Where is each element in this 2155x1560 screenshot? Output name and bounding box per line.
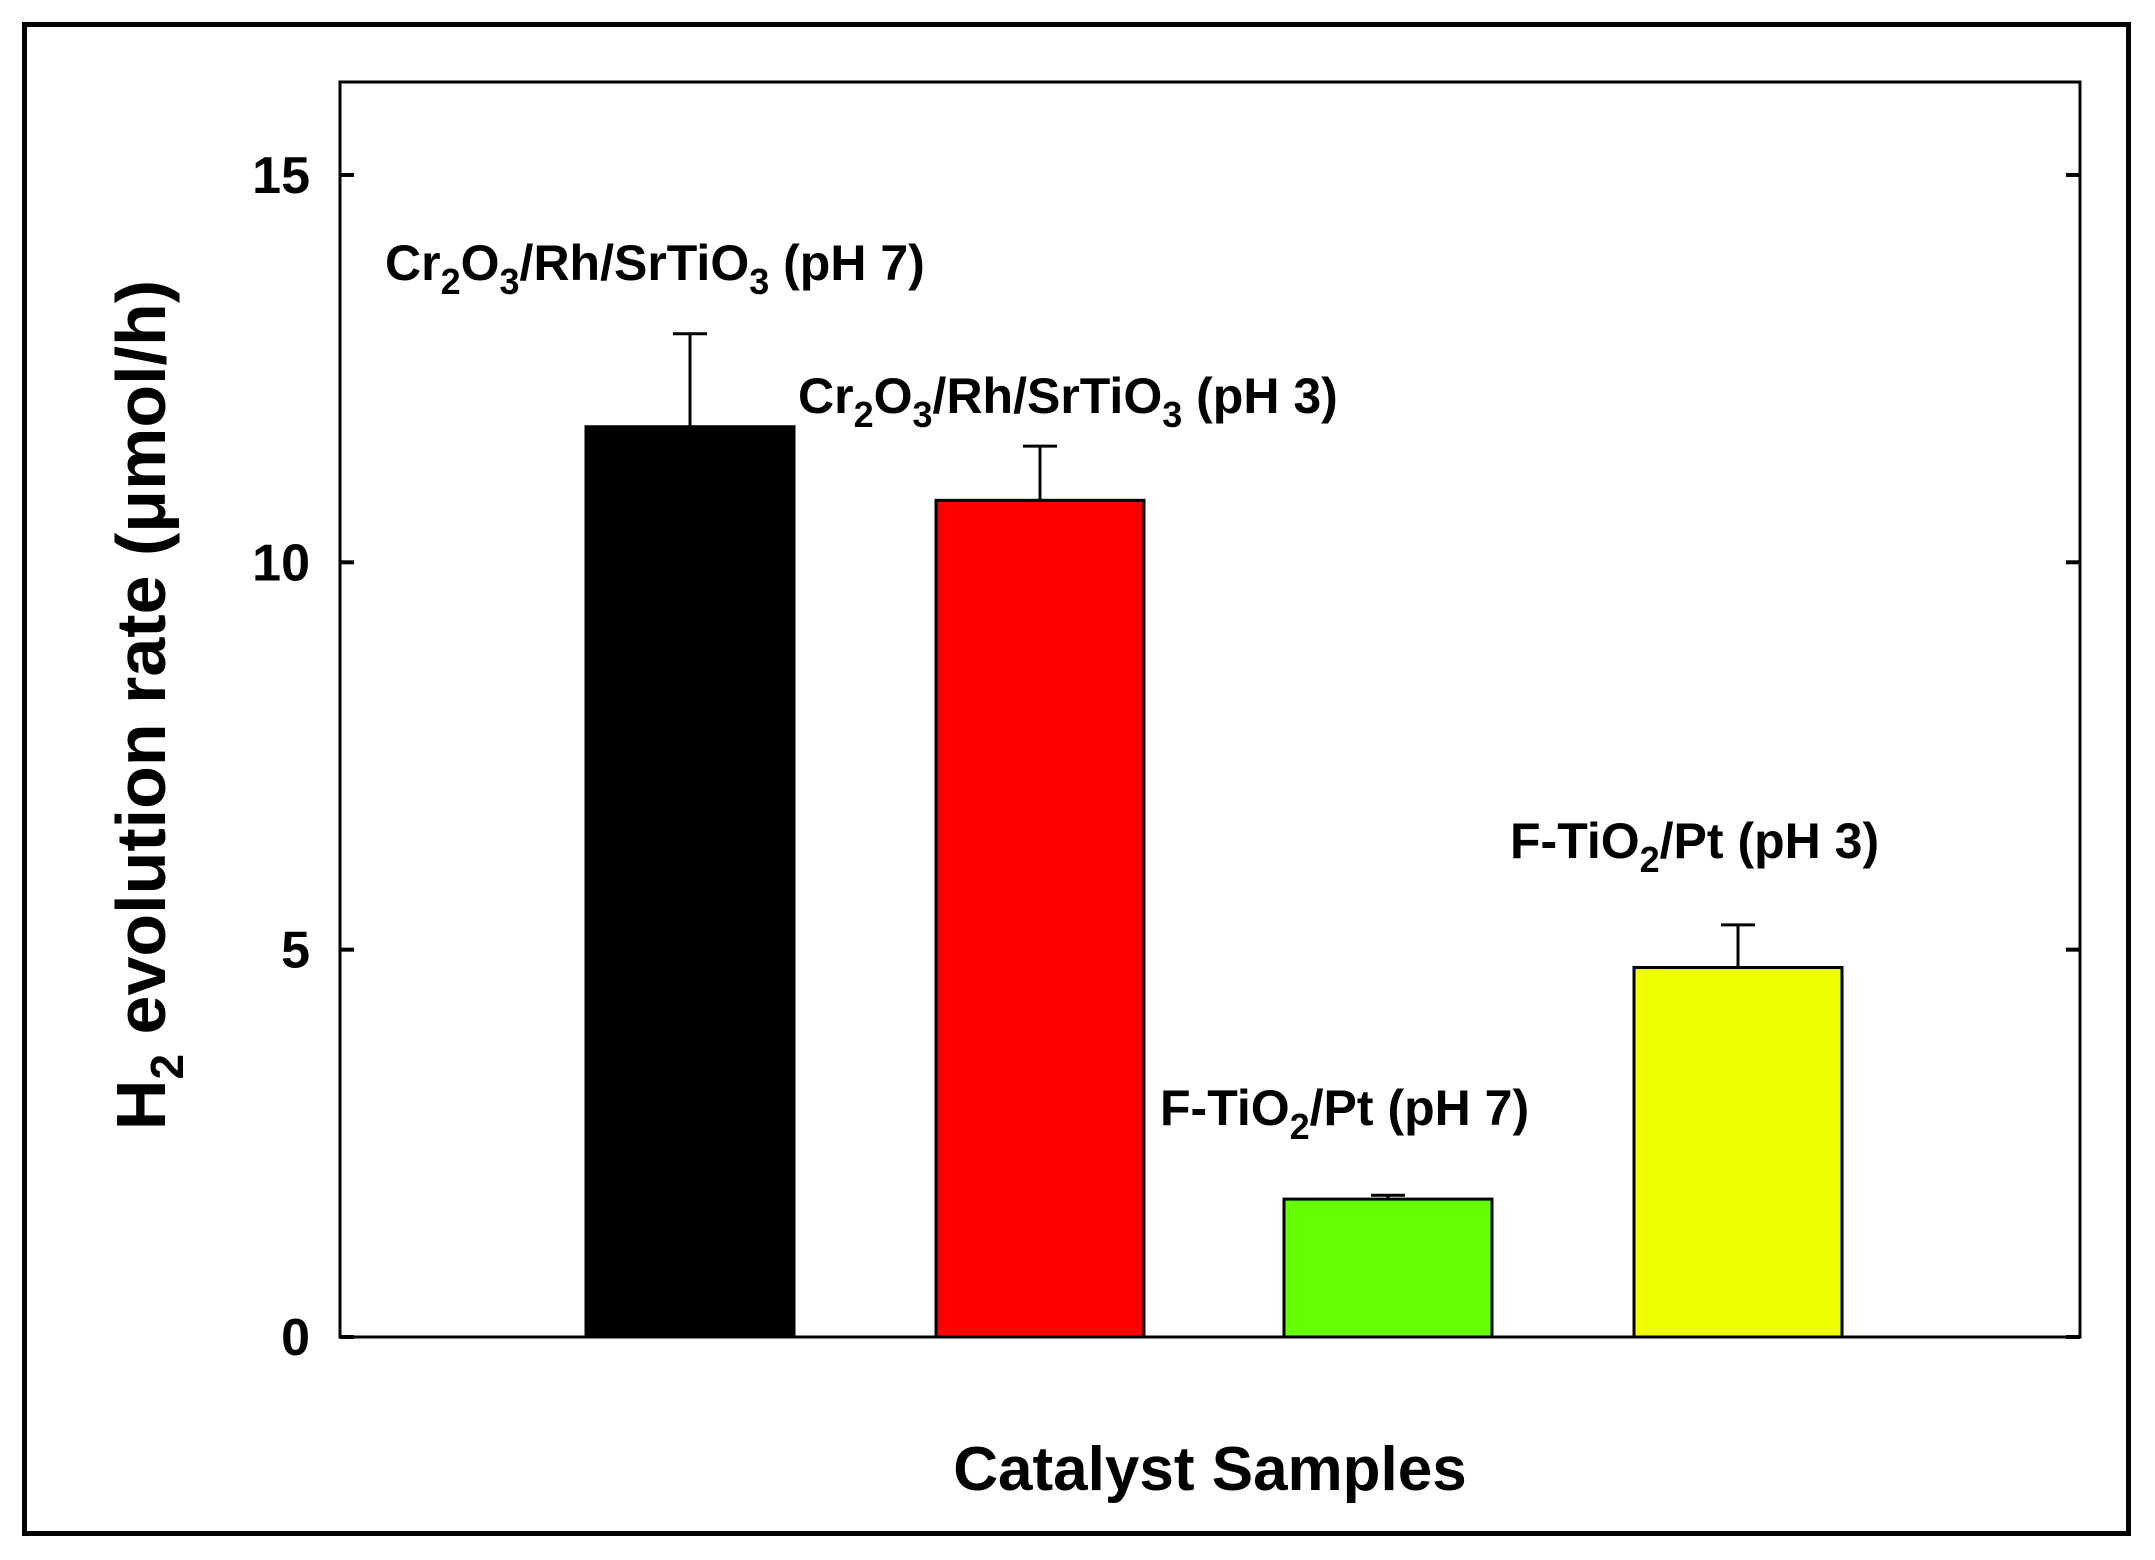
y-tick-label-1: 5 bbox=[281, 922, 310, 980]
y-axis-title-sub: 2 bbox=[141, 1054, 193, 1080]
bars bbox=[584, 332, 1844, 1339]
y-tick-label-3: 15 bbox=[252, 147, 310, 205]
y-tick-label-0: 0 bbox=[281, 1309, 310, 1367]
bar-label-1: Cr2O3/Rh/SrTiO3 (pH 3) bbox=[798, 368, 1338, 435]
bar-0 bbox=[584, 425, 796, 1339]
bar-label-3: F-TiO2/Pt (pH 3) bbox=[1510, 813, 1879, 880]
y-axis-title: H2 evolution rate (μmol/h) bbox=[102, 280, 193, 1130]
bar-1 bbox=[934, 498, 1146, 1339]
bar-3 bbox=[1632, 965, 1844, 1339]
y-axis-title-prefix: H bbox=[102, 1080, 180, 1131]
bar-label-0: Cr2O3/Rh/SrTiO3 (pH 7) bbox=[385, 235, 925, 302]
y-tick-label-2: 10 bbox=[252, 534, 310, 592]
y-axis-ticks: 0 5 10 15 bbox=[252, 147, 2080, 1367]
bar-labels: Cr2O3/Rh/SrTiO3 (pH 7) Cr2O3/Rh/SrTiO3 (p… bbox=[385, 235, 1879, 1147]
bar-label-2: F-TiO2/Pt (pH 7) bbox=[1160, 1080, 1529, 1147]
y-axis-title-rest: evolution rate (μmol/h) bbox=[102, 280, 180, 1054]
bar-2 bbox=[1282, 1197, 1494, 1339]
plot-area bbox=[338, 80, 2082, 1339]
x-axis-title: Catalyst Samples bbox=[953, 1435, 1466, 1504]
